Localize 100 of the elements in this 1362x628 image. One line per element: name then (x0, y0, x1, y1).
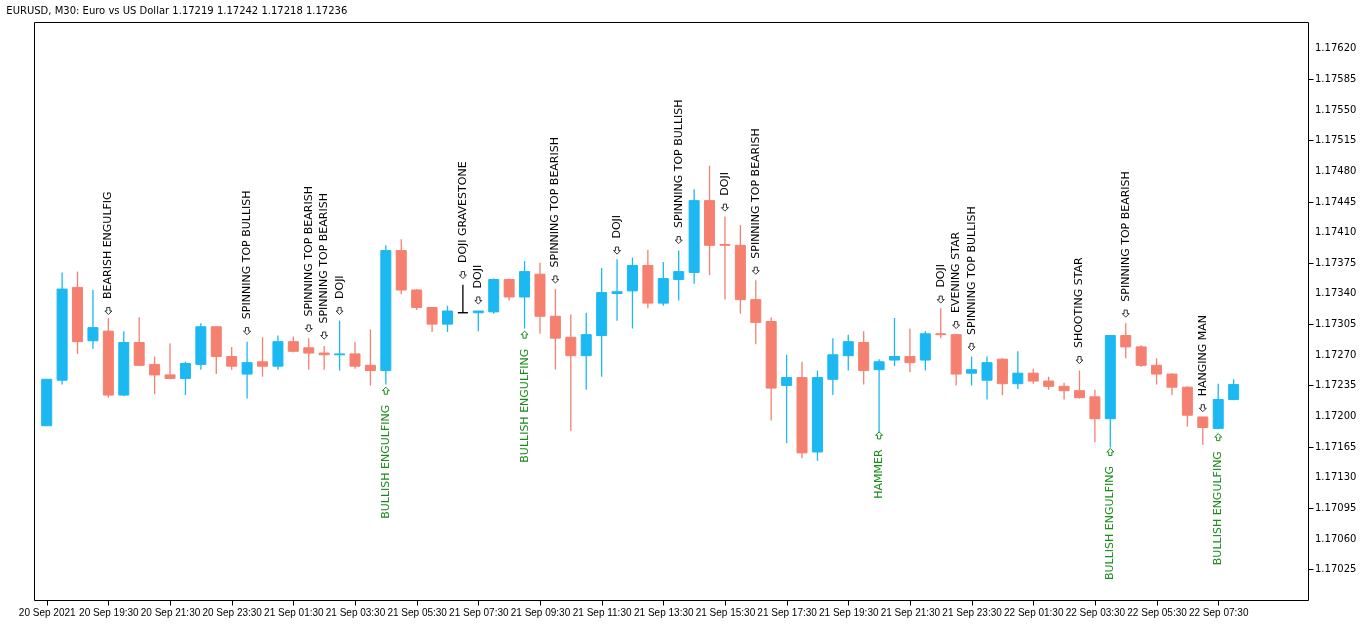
y-tick-label: 1.17270 (1315, 348, 1357, 360)
x-tick-label: 21 Sep 11:30 (572, 606, 632, 618)
annotation: DOJI (332, 275, 346, 299)
annotation: SPINNING TOP BEARISH (1118, 171, 1132, 302)
annotation: BULLISH ENGULFING (517, 348, 531, 463)
y-tick-label: 1.17445 (1315, 195, 1357, 207)
annotation: DOJI (717, 172, 731, 196)
x-tick-label: 21 Sep 21:30 (880, 606, 941, 618)
candlestick (1120, 322, 1132, 359)
x-tick-label: 20 Sep 21:30 (140, 606, 201, 618)
candlestick (935, 307, 947, 339)
y-tick-label: 1.17410 (1315, 226, 1357, 238)
x-tick-label: 21 Sep 05:30 (387, 606, 448, 618)
annotation: SPINNING TOP BEARISH (317, 193, 331, 324)
candlestick (472, 310, 484, 332)
x-tick-label: 21 Sep 03:30 (325, 606, 386, 618)
candlestick (719, 215, 731, 301)
x-tick-label: 20 Sep 23:30 (202, 606, 263, 618)
candlestick (781, 354, 793, 444)
candlestick (226, 346, 238, 371)
candlestick (904, 327, 916, 373)
annotation: SHOOTING STAR (1072, 256, 1086, 349)
candlestick (580, 312, 592, 391)
candlestick (842, 334, 854, 372)
candlestick (441, 305, 453, 333)
candlestick (149, 355, 161, 395)
annotation: SPINNING TOP BEARISH (748, 128, 762, 259)
candlestick (1073, 369, 1085, 400)
y-tick-label: 1.17095 (1315, 502, 1357, 514)
annotation: HAMMER (872, 449, 886, 499)
candlestick (981, 355, 993, 401)
candlestick (457, 284, 469, 314)
x-tick-label: 21 Sep 13:30 (634, 606, 694, 618)
candlestick (364, 328, 376, 387)
candlestick (750, 279, 762, 345)
y-tick-label: 1.17585 (1315, 72, 1357, 84)
chart-title: EURUSD, M30: Euro vs US Dollar 1.17219 1.17242 1.17218 1.17236 (6, 5, 348, 16)
candlestick (889, 317, 901, 367)
annotation: HANGING MAN (1195, 314, 1209, 397)
candlestick (334, 319, 346, 372)
annotation: EVENING STAR (949, 231, 963, 314)
candlestick (257, 336, 269, 378)
x-tick-label: 20 Sep 2021 (18, 606, 77, 618)
candlestick (349, 341, 361, 370)
y-tick-label: 1.17620 (1315, 42, 1357, 54)
candlestick (87, 289, 99, 350)
annotation: DOJI (610, 214, 624, 239)
candlestick (549, 288, 561, 371)
y-tick-label: 1.17375 (1315, 256, 1357, 268)
candlestick (179, 361, 191, 396)
annotation: BULLISH ENGULFING (1103, 466, 1117, 581)
candlestick (1089, 389, 1101, 444)
candlestick (164, 342, 176, 380)
x-tick-label: 21 Sep 19:30 (819, 606, 879, 618)
annotation: DOJI (933, 263, 947, 288)
x-tick-label: 22 Sep 01:30 (1003, 606, 1064, 618)
annotation: SPINNING TOP BULLISH (964, 206, 978, 335)
candlestick (1058, 382, 1070, 401)
x-tick-label: 21 Sep 09:30 (510, 606, 571, 618)
y-tick-label: 1.17550 (1315, 103, 1357, 115)
y-tick-label: 1.17305 (1315, 318, 1357, 330)
candlestick (318, 345, 330, 371)
annotation: BEARISH ENGULFIG (101, 191, 115, 299)
candlestick (241, 341, 253, 400)
candlestick (1197, 416, 1209, 446)
annotation: SPINNING TOP BEARISH (301, 186, 315, 317)
candlestick (1135, 344, 1147, 368)
y-tick-label: 1.17060 (1315, 532, 1357, 544)
y-tick-label: 1.17480 (1315, 164, 1357, 176)
annotation: SPINNING TOP BULLISH (671, 99, 685, 229)
candlestick (966, 355, 978, 387)
annotation: DOJI GRAVESTONE (455, 161, 469, 264)
y-tick-label: 1.17515 (1315, 134, 1357, 146)
y-tick-label: 1.17340 (1315, 287, 1357, 299)
x-tick-label: 21 Sep 01:30 (264, 606, 325, 618)
y-tick-label: 1.17130 (1315, 471, 1357, 483)
annotation: BULLISH ENGULFING (378, 404, 392, 519)
x-tick-label: 21 Sep 07:30 (449, 606, 509, 618)
x-tick-label: 21 Sep 15:30 (695, 606, 756, 618)
candlestick (611, 258, 623, 322)
annotation: DOJI (471, 264, 485, 289)
candlestick (673, 249, 685, 302)
annotation: BULLISH ENGULFING (1211, 451, 1225, 566)
y-tick-label: 1.17025 (1315, 563, 1357, 575)
annotation: SPINNING TOP BEARISH (548, 136, 562, 268)
y-tick-label: 1.17200 (1315, 410, 1357, 422)
annotation: SPINNING TOP BULLISH (240, 190, 254, 320)
candlestick (426, 306, 438, 333)
candlestick (1012, 350, 1024, 390)
candlestick (411, 288, 423, 311)
x-tick-label: 20 Sep 19:30 (79, 606, 140, 618)
x-tick-label: 22 Sep 05:30 (1127, 606, 1188, 618)
candlestick (1151, 357, 1163, 386)
x-tick-label: 21 Sep 17:30 (757, 606, 818, 618)
x-tick-label: 21 Sep 23:30 (942, 606, 1003, 618)
y-tick-label: 1.17165 (1315, 440, 1357, 452)
candlestick (133, 316, 145, 367)
candlestick (303, 337, 315, 371)
x-tick-label: 22 Sep 03:30 (1065, 606, 1126, 618)
candlestick (565, 313, 577, 432)
